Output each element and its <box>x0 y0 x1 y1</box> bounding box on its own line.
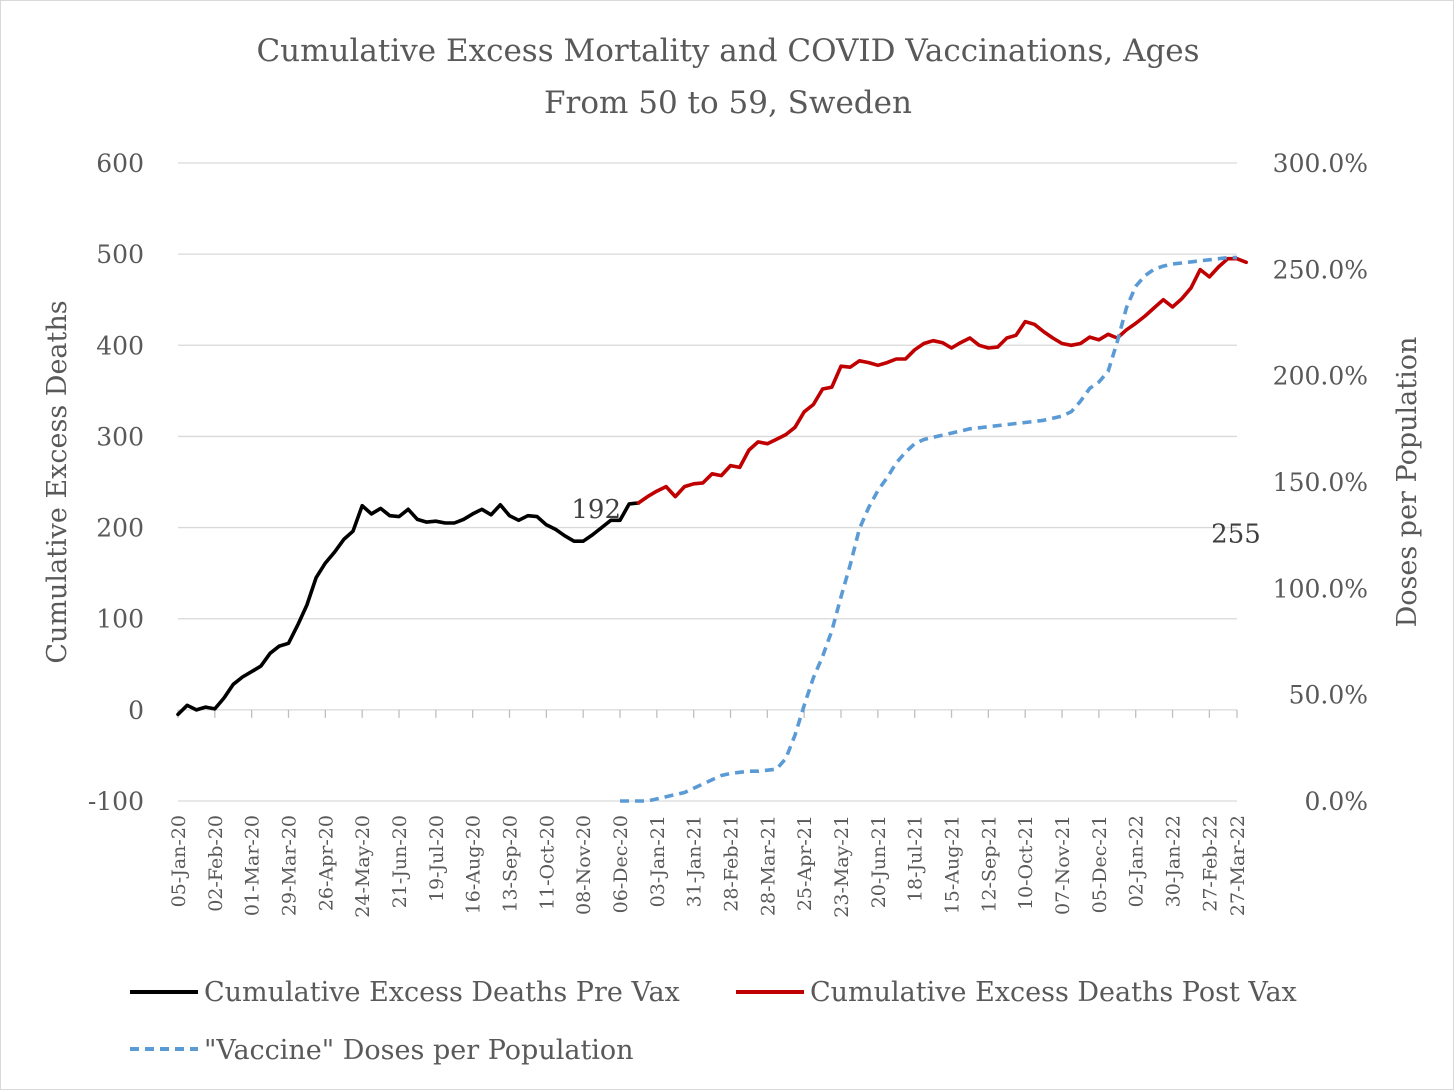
x-tick-label: 05-Dec-21 <box>1089 815 1111 913</box>
x-tick-label: 24-May-20 <box>352 815 374 918</box>
data-label: 192 <box>571 495 621 525</box>
series-line-vaccine-doses <box>620 255 1237 803</box>
y-tick-label: -100 <box>88 787 144 816</box>
series-line-post-vax <box>636 256 1248 505</box>
x-tick-label: 06-Dec-20 <box>610 815 632 913</box>
x-tick-label: 25-Apr-21 <box>794 815 816 911</box>
x-tick-label: 13-Sep-20 <box>500 815 522 913</box>
x-tick-label: 19-Jul-20 <box>426 815 448 902</box>
y2-tick-label: 200.0% <box>1273 362 1368 391</box>
x-tick-label: 23-May-21 <box>831 815 853 918</box>
x-tick-label: 27-Mar-22 <box>1227 815 1249 916</box>
y2-axis-ticks: 0.0% 50.0% 100.0% 150.0% 200.0% 250.0% 300.0% <box>1273 149 1368 816</box>
y-tick-label: 500 <box>96 240 144 269</box>
y-tick-label: 400 <box>96 331 144 360</box>
x-tick-label: 29-Mar-20 <box>279 815 301 916</box>
x-tick-label: 11-Oct-20 <box>536 815 558 910</box>
x-tick-label: 18-Jul-21 <box>905 815 927 902</box>
x-tick-label: 03-Jan-21 <box>647 815 669 907</box>
series-lines <box>176 255 1248 803</box>
y-axis-ticks: -100 0 100 200 300 400 500 600 <box>88 149 144 816</box>
x-tick-label: 16-Aug-20 <box>463 815 485 914</box>
x-tick-label: 02-Jan-22 <box>1126 815 1148 907</box>
y2-tick-label: 50.0% <box>1289 681 1368 710</box>
x-tick-label: 27-Feb-22 <box>1199 815 1221 912</box>
x-tick-label: 20-Jun-21 <box>868 815 890 908</box>
chart-title-line-2: From 50 to 59, Sweden <box>544 85 912 121</box>
x-tick-label: 10-Oct-21 <box>1015 815 1037 910</box>
y2-tick-label: 300.0% <box>1273 149 1368 178</box>
x-tick-label: 30-Jan-22 <box>1163 815 1185 907</box>
y-tick-label: 200 <box>96 514 144 543</box>
y2-axis-label: Doses per Population <box>1392 337 1423 628</box>
y2-tick-label: 150.0% <box>1273 468 1368 497</box>
x-tick-label: 15-Aug-21 <box>942 815 964 914</box>
x-axis: 05-Jan-20 02-Feb-20 01-Mar-20 29-Mar-20 26-A… <box>168 709 1249 918</box>
legend: Cumulative Excess Deaths Pre Vax Cumulat… <box>130 977 1297 1066</box>
x-tick-label: 02-Feb-20 <box>205 815 227 912</box>
data-labels: 192 255 <box>571 495 1260 550</box>
x-tick-label: 28-Mar-21 <box>757 815 779 916</box>
y2-tick-label: 100.0% <box>1273 574 1368 603</box>
y2-tick-label: 250.0% <box>1273 255 1368 284</box>
x-tick-label: 12-Sep-21 <box>978 815 1000 913</box>
x-tick-label: 31-Jan-21 <box>684 815 706 907</box>
gridlines <box>178 162 1237 802</box>
y-axis-label: Cumulative Excess Deaths <box>42 300 73 663</box>
x-tick-label: 01-Mar-20 <box>242 815 264 916</box>
x-tick-label: 08-Nov-20 <box>573 815 595 915</box>
chart-title-line-1: Cumulative Excess Mortality and COVID Va… <box>256 33 1199 69</box>
y-tick-label: 300 <box>96 422 144 451</box>
x-tick-label: 07-Nov-21 <box>1052 815 1074 915</box>
x-tick-label: 21-Jun-20 <box>389 815 411 908</box>
y-tick-label: 600 <box>96 149 144 178</box>
x-tick-label: 28-Feb-21 <box>721 815 743 912</box>
y-tick-label: 0 <box>128 696 144 725</box>
legend-label-vaccine-doses: "Vaccine" Doses per Population <box>204 1035 634 1066</box>
legend-label-pre-vax: Cumulative Excess Deaths Pre Vax <box>204 977 680 1008</box>
x-tick-label: 26-Apr-20 <box>315 815 337 911</box>
series-line-pre-vax <box>176 501 641 717</box>
y-tick-label: 100 <box>96 605 144 634</box>
x-tick-label: 05-Jan-20 <box>168 815 190 907</box>
y2-tick-label: 0.0% <box>1304 787 1368 816</box>
data-label: 255 <box>1211 519 1261 549</box>
legend-label-post-vax: Cumulative Excess Deaths Post Vax <box>810 977 1297 1008</box>
